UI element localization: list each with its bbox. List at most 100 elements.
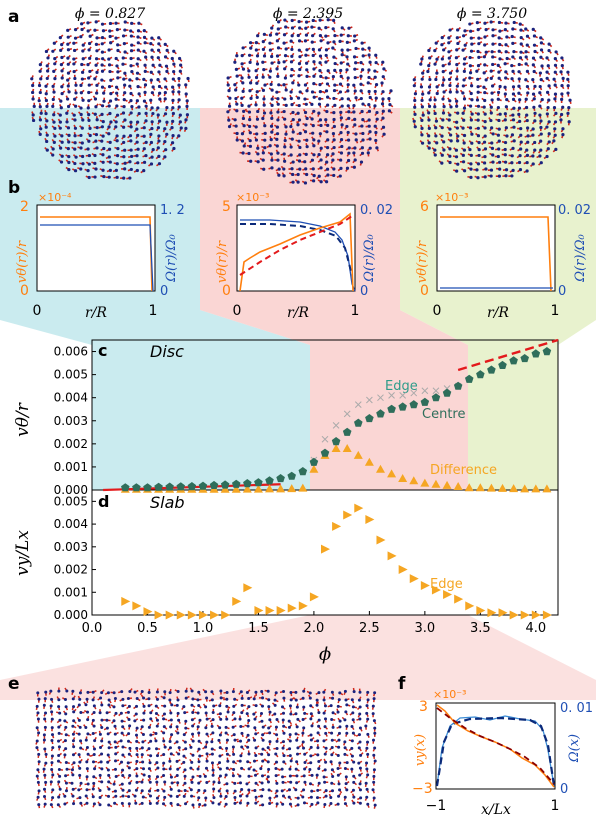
particle [337, 794, 341, 798]
particle [340, 53, 344, 57]
particle [136, 57, 140, 61]
particle [197, 788, 201, 792]
particle [163, 795, 167, 799]
particle [254, 732, 258, 736]
particle [95, 91, 99, 95]
particle [127, 752, 131, 756]
panel-a-title-1: ϕ = 0.827 [75, 6, 145, 22]
particle [38, 69, 42, 73]
difference-point [486, 483, 496, 492]
particle [294, 767, 298, 771]
particle [517, 84, 521, 88]
particle [177, 105, 181, 109]
particle [358, 801, 362, 805]
particle [268, 33, 272, 37]
particle [197, 760, 201, 764]
particle [518, 22, 522, 26]
particle [184, 83, 188, 87]
particle [100, 739, 104, 743]
particle [172, 49, 176, 53]
particle [338, 691, 342, 695]
legend-edge-c: Edge [385, 379, 418, 394]
particle [31, 83, 35, 88]
particle [49, 704, 53, 708]
particle [511, 92, 516, 96]
particle [156, 766, 160, 770]
particle [455, 63, 459, 67]
centre-point [276, 474, 285, 483]
particle [73, 27, 78, 32]
particle [91, 698, 95, 702]
particle [322, 775, 326, 779]
particle [325, 130, 329, 134]
particle [120, 731, 124, 735]
panel-cd-frame [91, 339, 559, 616]
particle [50, 697, 54, 701]
particle [135, 739, 139, 743]
particle [435, 91, 439, 96]
particle [163, 704, 167, 708]
particle [447, 77, 452, 82]
particle [381, 97, 385, 101]
particle [381, 116, 385, 120]
particle [107, 104, 111, 108]
edge-point [421, 387, 429, 395]
particle [519, 133, 523, 137]
particle [337, 738, 341, 742]
particle [108, 69, 112, 74]
particle [71, 697, 75, 701]
particle [440, 161, 444, 165]
particle [101, 134, 105, 138]
particle [231, 774, 235, 778]
centre-point [387, 404, 396, 413]
particle [388, 103, 392, 107]
particle [44, 84, 48, 88]
particle [130, 105, 134, 109]
particle [128, 176, 132, 180]
d-ytick-label: 0.001 [54, 585, 88, 599]
particle [100, 703, 104, 707]
particle [254, 704, 258, 708]
particle [170, 56, 174, 61]
particle [72, 710, 76, 714]
particle [157, 162, 162, 166]
particle [86, 106, 90, 110]
particle [498, 167, 502, 171]
particle [448, 28, 452, 32]
particle [121, 788, 125, 792]
particle [442, 48, 446, 52]
particle [74, 104, 78, 108]
particle [142, 134, 146, 138]
particle [120, 782, 124, 786]
particle [39, 127, 43, 131]
particle [248, 124, 252, 129]
f-right-top: 0. 01 [560, 701, 593, 716]
particle [351, 788, 355, 792]
particle [427, 134, 431, 138]
particle [310, 117, 314, 121]
particle [168, 698, 172, 702]
particle [510, 64, 514, 68]
particle [503, 160, 508, 164]
particle [93, 77, 97, 81]
particle [312, 95, 316, 99]
centre-point [509, 356, 518, 365]
particle [44, 125, 48, 129]
particle [337, 731, 341, 735]
particle [512, 20, 516, 25]
particle [233, 801, 237, 805]
particle [275, 90, 279, 94]
particle [325, 82, 330, 86]
particle [277, 20, 281, 24]
particle [324, 53, 328, 58]
particle [372, 796, 376, 800]
particle [261, 803, 265, 807]
particle [504, 76, 508, 80]
particle [38, 118, 42, 122]
b3-right-ylabel: Ω(r)/Ω₀ [573, 233, 588, 282]
legend-centre-c: Centre [422, 407, 465, 422]
c-ytick-label: 0.006 [54, 345, 88, 359]
particle [277, 60, 281, 65]
particle [58, 718, 62, 722]
particle [553, 57, 557, 61]
